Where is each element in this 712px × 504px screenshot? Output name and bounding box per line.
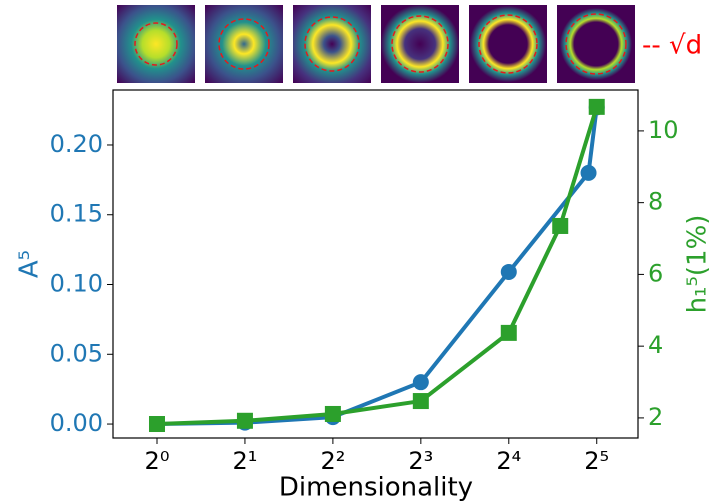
inset-legend: -- √d [642,31,702,61]
point [236,412,253,429]
y-axis-label: A⁵ [15,250,45,278]
point [148,416,165,433]
point [500,263,517,280]
y2-axis-label: h₁⁵(1%) [683,215,712,314]
series-line [156,107,599,427]
y-tick-label: 0.20 [50,130,103,158]
y2-tick-label: 10 [648,116,679,144]
inset-maps [117,5,635,83]
point [552,217,569,234]
y-tick-label: 0.15 [50,200,103,228]
y2-tick-label: 6 [648,259,663,287]
x-tick-label: 2⁵ [584,447,609,475]
y2-tick-label: 4 [648,331,663,359]
y2-tick-label: 2 [648,403,663,431]
point [412,374,429,391]
x-tick-label: 2³ [408,447,433,475]
x-tick-label: 2¹ [232,447,257,475]
plot-frame [112,89,639,439]
x-tick-label: 2² [320,447,345,475]
series-line [156,106,599,427]
point [324,405,341,422]
x-tick-label: 2⁴ [496,447,521,475]
x-tick-label: 2⁰ [145,447,170,475]
y-tick-label: 0.00 [50,409,103,437]
point [412,393,429,410]
y2-tick-label: 8 [648,188,663,216]
point [588,98,605,115]
y-tick-label: 0.05 [50,339,103,367]
point [500,324,517,341]
point [580,164,597,181]
y-tick-label: 0.10 [50,270,103,298]
x-axis-label: Dimensionality [279,473,473,503]
